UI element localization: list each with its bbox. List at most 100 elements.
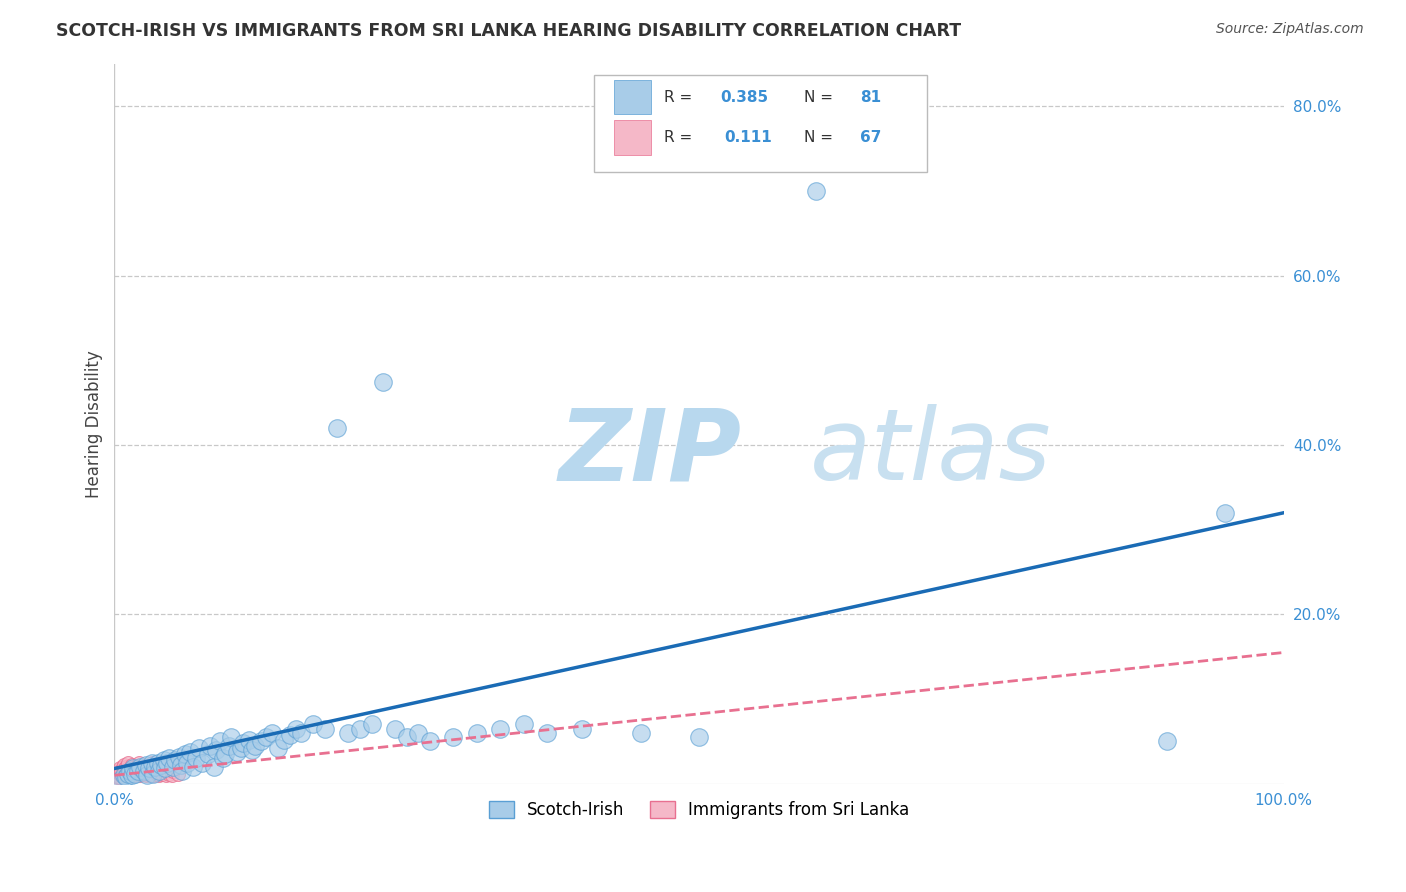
Point	[122, 762, 145, 776]
Point	[165, 760, 187, 774]
Point	[254, 730, 277, 744]
Point	[150, 758, 173, 772]
Point	[139, 762, 162, 776]
FancyBboxPatch shape	[593, 75, 927, 172]
Point	[162, 764, 184, 778]
Point	[127, 766, 149, 780]
Point	[122, 762, 145, 776]
Point	[197, 747, 219, 761]
Point	[121, 758, 143, 772]
Point	[262, 726, 284, 740]
Text: 0.385: 0.385	[720, 90, 768, 104]
Point	[112, 768, 135, 782]
Point	[200, 739, 222, 753]
Point	[408, 726, 430, 740]
Point	[136, 764, 159, 778]
Point	[121, 764, 143, 778]
Point	[160, 768, 183, 782]
Point	[143, 764, 166, 778]
Point	[135, 768, 157, 782]
Point	[157, 766, 180, 780]
Text: N =: N =	[804, 90, 838, 104]
Point	[124, 766, 146, 780]
Text: SCOTCH-IRISH VS IMMIGRANTS FROM SRI LANKA HEARING DISABILITY CORRELATION CHART: SCOTCH-IRISH VS IMMIGRANTS FROM SRI LANK…	[56, 22, 962, 40]
Point	[117, 766, 139, 780]
Point	[136, 760, 159, 774]
Point	[156, 756, 179, 770]
FancyBboxPatch shape	[613, 120, 651, 155]
Point	[114, 768, 136, 782]
Point	[111, 760, 134, 774]
Point	[443, 730, 465, 744]
Point	[512, 717, 534, 731]
Point	[688, 730, 710, 744]
Point	[114, 762, 136, 776]
Point	[373, 375, 395, 389]
Point	[465, 726, 488, 740]
Point	[536, 726, 558, 740]
Text: 67: 67	[860, 130, 882, 145]
Point	[804, 184, 827, 198]
Point	[145, 766, 167, 780]
Point	[141, 756, 163, 770]
Point	[176, 756, 198, 770]
Point	[107, 768, 129, 782]
Point	[214, 747, 236, 761]
Text: 81: 81	[860, 90, 882, 104]
Point	[120, 768, 142, 782]
Point	[238, 732, 260, 747]
Point	[302, 717, 325, 731]
Point	[115, 766, 138, 780]
Point	[191, 756, 214, 770]
Point	[110, 766, 132, 780]
Legend: Scotch-Irish, Immigrants from Sri Lanka: Scotch-Irish, Immigrants from Sri Lanka	[482, 794, 915, 826]
Point	[179, 745, 201, 759]
Text: atlas: atlas	[810, 404, 1052, 501]
Point	[153, 756, 176, 770]
Point	[129, 768, 152, 782]
Text: R =: R =	[664, 90, 697, 104]
Point	[143, 760, 166, 774]
Point	[155, 768, 177, 782]
Point	[166, 766, 188, 780]
Point	[110, 764, 132, 778]
Point	[138, 766, 160, 780]
Point	[337, 726, 360, 740]
Point	[153, 762, 176, 776]
Point	[325, 421, 347, 435]
Point	[108, 764, 131, 778]
Point	[138, 762, 160, 776]
Point	[122, 766, 145, 780]
Point	[108, 770, 131, 784]
Point	[243, 739, 266, 753]
Point	[129, 764, 152, 778]
Point	[142, 768, 165, 782]
Point	[157, 751, 180, 765]
Point	[117, 756, 139, 770]
Point	[118, 766, 141, 780]
Point	[172, 764, 194, 778]
Point	[112, 758, 135, 772]
Point	[152, 762, 174, 776]
Text: N =: N =	[804, 130, 838, 145]
Point	[1156, 734, 1178, 748]
Point	[110, 768, 132, 782]
Point	[571, 722, 593, 736]
Point	[150, 760, 173, 774]
Point	[132, 766, 155, 780]
Point	[117, 764, 139, 778]
Point	[115, 760, 138, 774]
Point	[267, 741, 290, 756]
Point	[112, 764, 135, 778]
Point	[1213, 506, 1236, 520]
Point	[284, 722, 307, 736]
Point	[105, 770, 128, 784]
Point	[111, 766, 134, 780]
Point	[115, 770, 138, 784]
Point	[148, 768, 170, 782]
Text: ZIP: ZIP	[558, 404, 742, 501]
Point	[128, 756, 150, 770]
Point	[120, 760, 142, 774]
Text: R =: R =	[664, 130, 697, 145]
Point	[186, 751, 208, 765]
